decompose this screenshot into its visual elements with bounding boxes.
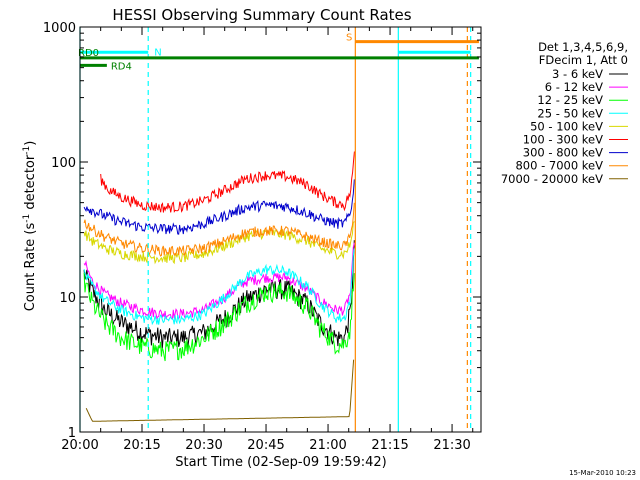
legend-label: 300 - 800 keV <box>523 146 603 160</box>
legend-label: 800 - 7000 keV <box>515 159 603 173</box>
state-label-n: N <box>154 47 161 58</box>
legend-header-1: Det 1,3,4,5,6,9, <box>538 40 628 54</box>
legend-label: 6 - 12 keV <box>545 80 603 94</box>
x-tick-label: 21:15 <box>371 438 408 453</box>
y-tick-label: 100 <box>51 156 76 171</box>
x-tick-label: 20:45 <box>247 438 284 453</box>
series-line-5 <box>100 151 355 213</box>
legend-label: 50 - 100 keV <box>530 119 603 133</box>
x-tick-label: 21:30 <box>433 438 470 453</box>
state-label-rd0: RD0 <box>78 48 99 59</box>
x-tick-label: 20:30 <box>185 438 222 453</box>
series-line-6 <box>83 179 355 235</box>
legend-label: 3 - 6 keV <box>552 67 603 81</box>
series-line-7 <box>83 202 355 257</box>
state-label-s: S <box>346 33 352 44</box>
x-axis-label: Start Time (02-Sep-09 19:59:42) <box>175 455 386 470</box>
legend-header-2: FDecim 1, Att 0 <box>539 53 628 67</box>
x-tick-label: 20:00 <box>61 438 98 453</box>
legend-label: 12 - 25 keV <box>537 93 603 107</box>
series-line-3 <box>83 248 355 326</box>
series-line-8 <box>85 359 355 422</box>
series-line-2 <box>83 272 355 362</box>
legend-label: 100 - 300 keV <box>523 133 603 147</box>
plot-area: N RD0 RD4 S 1 10 100 1000 20:00 20:15 20:30 20:45 21… <box>43 21 482 453</box>
legend-label: 25 - 50 keV <box>537 106 603 120</box>
footer-date: 15-Mar-2010 10:23 <box>569 469 636 477</box>
x-tick-label: 20:15 <box>123 438 160 453</box>
axes-frame <box>79 26 482 433</box>
y-tick-label: 1000 <box>43 21 76 36</box>
x-tick-label: 21:00 <box>309 438 346 453</box>
y-tick-label: 10 <box>59 291 76 306</box>
y-tick-label: 1 <box>68 426 76 441</box>
state-label-rd4: RD4 <box>111 61 132 72</box>
chart-title: HESSI Observing Summary Count Rates <box>112 6 411 24</box>
legend-label: 7000 - 20000 keV <box>501 172 603 186</box>
y-axis-label: Count Rate (s-1 detector-1) <box>22 141 38 312</box>
